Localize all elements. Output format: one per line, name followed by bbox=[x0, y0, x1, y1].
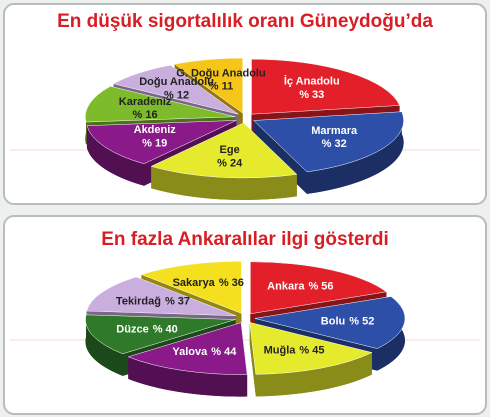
pie-slice bbox=[112, 64, 239, 115]
data-label: Ege% 24 bbox=[217, 144, 243, 169]
chart-title: En düşük sigortalılık oranı Güneydoğu’da bbox=[57, 11, 433, 32]
value-label: % 44 bbox=[211, 346, 237, 358]
slice-side bbox=[306, 111, 404, 194]
data-label: Düzce % 40 bbox=[116, 323, 177, 335]
value-label: % 19 bbox=[142, 137, 167, 149]
data-label: Muğla% 45 bbox=[264, 345, 325, 357]
slice-side bbox=[249, 322, 256, 397]
slice-side bbox=[86, 125, 144, 186]
category-label: İç Anadolu bbox=[284, 75, 340, 88]
pie-slice bbox=[85, 314, 236, 355]
value-label: % 40 bbox=[153, 323, 178, 335]
category-label: Karadeniz bbox=[119, 96, 172, 108]
value-label: % 11 bbox=[209, 80, 233, 92]
pie-slice bbox=[254, 296, 406, 349]
data-label: Tekirdağ % 37 bbox=[116, 295, 190, 307]
value-label: % 37 bbox=[165, 295, 190, 307]
category-label: G. Doğu Anadolu bbox=[176, 67, 265, 79]
data-label: İç Anadolu% 33 bbox=[284, 75, 340, 101]
data-label: Ankara% 56 bbox=[267, 281, 333, 293]
value-label: % 12 bbox=[164, 89, 189, 101]
value-label: % 24 bbox=[217, 157, 243, 169]
pie-slice bbox=[249, 322, 373, 375]
slice-side bbox=[151, 166, 297, 200]
value-label: % 45 bbox=[299, 345, 324, 357]
slice-side bbox=[85, 314, 123, 376]
value-label: % 16 bbox=[133, 109, 158, 121]
category-label: Düzce bbox=[116, 323, 148, 335]
data-label: Bolu % 52 bbox=[321, 315, 375, 327]
pie-slice bbox=[174, 57, 243, 114]
chart-title: En fazla Ankaralılar ilgi gösterdi bbox=[101, 229, 389, 250]
category-label: Ankara bbox=[267, 281, 305, 293]
category-label: Yalova bbox=[172, 346, 208, 358]
pie-slice bbox=[150, 122, 298, 179]
data-label: Karadeniz% 16 bbox=[119, 96, 172, 121]
pie-slice bbox=[86, 120, 237, 165]
category-label: Akdeniz bbox=[134, 124, 177, 136]
pie-slice bbox=[85, 86, 236, 123]
data-label: Sakarya% 36 bbox=[173, 277, 244, 289]
category-label: Sakarya bbox=[173, 277, 216, 289]
value-label: % 56 bbox=[308, 281, 333, 293]
pie-slice bbox=[86, 276, 237, 317]
category-label: Muğla bbox=[264, 345, 297, 357]
pie-slice bbox=[251, 58, 400, 115]
category-label: Tekirdağ bbox=[116, 295, 161, 307]
value-label: % 32 bbox=[322, 138, 347, 150]
pie-slice bbox=[140, 261, 242, 314]
value-label: % 33 bbox=[299, 89, 324, 101]
category-label: Ege bbox=[220, 144, 240, 156]
category-label: Bolu bbox=[321, 315, 345, 327]
data-label: Doğu Anadolu% 12 bbox=[139, 76, 214, 101]
pie-slice bbox=[250, 261, 387, 315]
value-label: % 52 bbox=[349, 315, 374, 327]
data-label: Marmara% 32 bbox=[311, 125, 358, 150]
pie-slice bbox=[253, 111, 404, 173]
data-label: G. Doğu Anadolu% 11 bbox=[176, 67, 265, 92]
pie-slice bbox=[127, 322, 248, 375]
data-label: Yalova% 44 bbox=[172, 346, 237, 358]
value-label: % 36 bbox=[219, 277, 244, 289]
data-label: Akdeniz% 19 bbox=[134, 124, 177, 149]
category-label: Doğu Anadolu bbox=[139, 76, 214, 88]
category-label: Marmara bbox=[311, 125, 358, 137]
